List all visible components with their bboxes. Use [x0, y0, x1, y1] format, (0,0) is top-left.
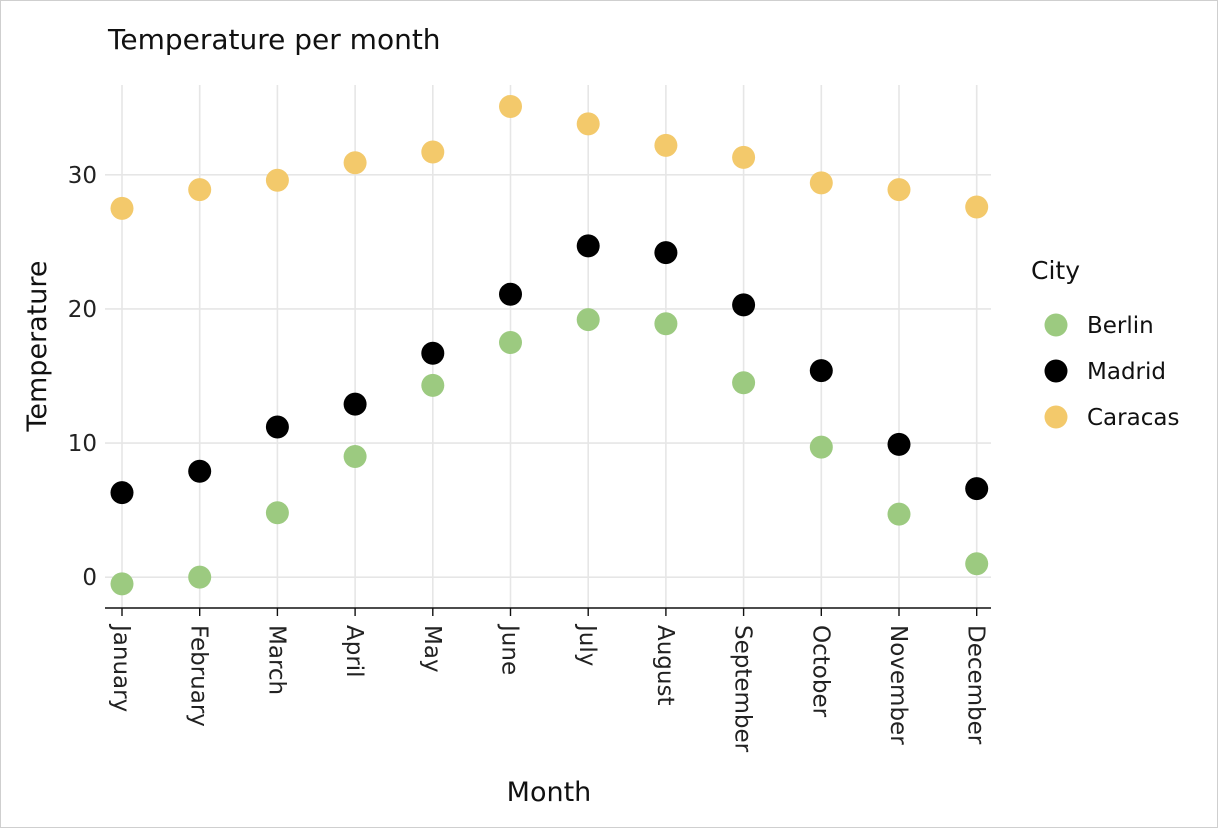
point-caracas-may	[421, 140, 445, 164]
legend-swatch-caracas	[1044, 405, 1068, 429]
point-berlin-october	[809, 435, 833, 459]
legend-title: City	[1031, 256, 1080, 285]
point-madrid-july	[576, 234, 600, 258]
point-caracas-january	[110, 196, 134, 220]
point-madrid-march	[265, 415, 289, 439]
data-points	[110, 94, 989, 596]
x-tick-label: July	[574, 623, 600, 666]
x-tick-label: August	[652, 625, 678, 706]
y-axis: 0 10 20 30	[68, 163, 97, 591]
point-caracas-june	[499, 94, 522, 118]
x-tick-label: February	[186, 625, 212, 727]
point-berlin-april	[343, 444, 367, 468]
chart-title: Temperature per month	[107, 23, 441, 56]
point-berlin-february	[188, 565, 212, 589]
x-axis-title: Month	[507, 777, 592, 808]
x-tick-label: April	[341, 625, 367, 678]
point-madrid-may	[421, 341, 445, 365]
legend-swatch-madrid	[1044, 359, 1068, 383]
legend: City Berlin Madrid Caracas	[1031, 256, 1179, 431]
point-madrid-october	[809, 359, 833, 383]
x-tick-label: June	[497, 623, 523, 675]
point-berlin-may	[421, 373, 445, 397]
point-caracas-march	[265, 168, 289, 192]
x-gridlines	[121, 85, 978, 608]
y-tick-label: 10	[68, 431, 97, 457]
y-gridlines	[105, 174, 991, 578]
legend-swatch-berlin	[1044, 313, 1068, 337]
point-berlin-december	[965, 552, 989, 576]
point-caracas-december	[965, 195, 989, 219]
point-berlin-march	[265, 501, 289, 525]
point-madrid-august	[654, 241, 678, 265]
point-berlin-september	[732, 371, 756, 395]
point-berlin-june	[499, 330, 522, 354]
point-madrid-april	[343, 392, 367, 416]
point-caracas-april	[343, 151, 367, 175]
point-berlin-november	[887, 502, 911, 526]
point-madrid-january	[110, 481, 134, 505]
x-tick-label: January	[108, 623, 134, 712]
point-caracas-november	[887, 178, 911, 202]
x-tick-label: November	[885, 625, 911, 745]
point-caracas-september	[732, 145, 756, 169]
point-madrid-november	[887, 432, 911, 456]
point-madrid-june	[499, 282, 522, 306]
legend-label-madrid: Madrid	[1087, 359, 1166, 385]
point-madrid-december	[965, 477, 989, 501]
point-caracas-february	[188, 178, 212, 202]
point-caracas-august	[654, 133, 678, 157]
point-berlin-july	[576, 308, 600, 332]
point-berlin-january	[110, 572, 134, 596]
point-caracas-october	[809, 171, 833, 195]
point-madrid-february	[188, 459, 212, 483]
legend-label-caracas: Caracas	[1087, 405, 1179, 431]
x-tick-label: May	[419, 625, 445, 673]
point-caracas-july	[576, 112, 600, 136]
x-tick-label: March	[263, 625, 289, 695]
x-tick-label: December	[963, 625, 989, 745]
legend-label-berlin: Berlin	[1087, 313, 1154, 339]
x-axis: January February March April May June July Augu…	[105, 607, 991, 753]
x-tick-label: October	[807, 625, 833, 718]
y-tick-label: 30	[68, 163, 97, 189]
x-tick-label: September	[730, 625, 756, 753]
legend-items: Berlin Madrid Caracas	[1044, 313, 1179, 431]
point-berlin-august	[654, 312, 678, 336]
y-tick-label: 20	[68, 297, 97, 323]
point-madrid-september	[732, 293, 756, 317]
y-tick-label: 0	[82, 565, 97, 591]
y-axis-title: Temperature	[22, 260, 53, 432]
